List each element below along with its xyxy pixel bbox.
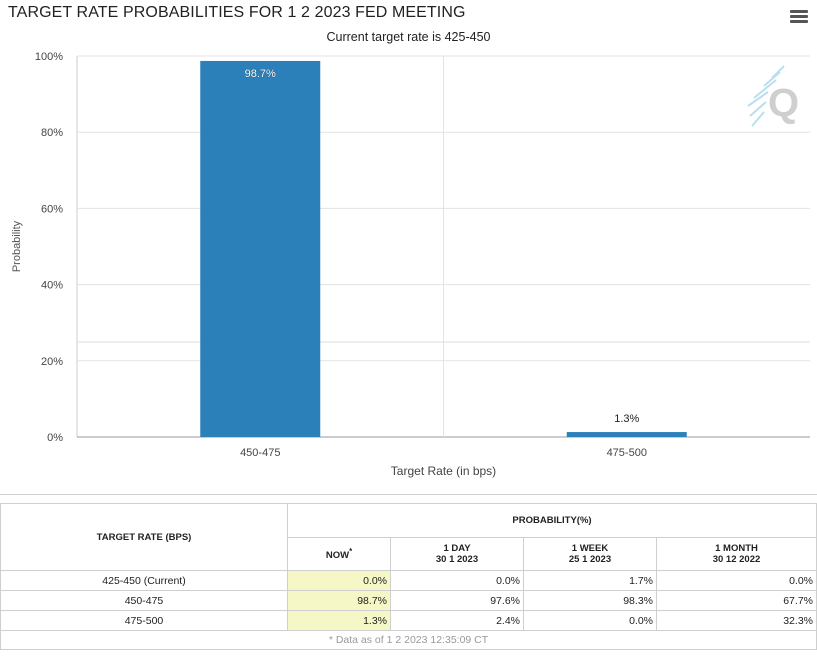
x-axis-title: Target Rate (in bps) (391, 464, 496, 478)
bar (200, 60, 321, 437)
q-logo-icon: Q (747, 65, 799, 127)
y-axis-title: Probability (11, 220, 23, 272)
probability-table-panel: TARGET RATE (BPS) PROBABILITY(%) NOW* 1 … (0, 494, 817, 656)
y-tick-label: 80% (41, 127, 63, 139)
bar-data-label: 1.3% (614, 413, 639, 425)
chart-subtitle: Current target rate is 425-450 (326, 30, 491, 44)
menu-icon[interactable] (790, 10, 808, 26)
y-tick-label: 20% (41, 356, 63, 368)
bar-data-label: 98.7% (245, 68, 276, 80)
y-tick-label: 100% (35, 51, 63, 63)
y-tick-label: 40% (41, 280, 63, 292)
chart-area: 0% 20% 40% 60% 80% 100% 98.7% 450-475 1.3% 475-50… (11, 51, 810, 478)
table-row: 425-450 (Current) 0.0% 0.0% 1.7% 0.0% (0, 570, 817, 591)
chart-title: TARGET RATE PROBABILITIES FOR 1 2 2023 F… (8, 4, 466, 21)
x-tick-label: 450-475 (240, 447, 280, 459)
y-tick-label: 60% (41, 203, 63, 215)
x-tick-label: 475-500 (607, 447, 647, 459)
table-row: 475-500 1.3% 2.4% 0.0% 32.3% (0, 610, 817, 631)
table-row: 450-475 98.7% 97.6% 98.3% 67.7% (0, 590, 817, 611)
probability-table: TARGET RATE (BPS) PROBABILITY(%) NOW* 1 … (0, 503, 817, 650)
col-now: NOW* (287, 537, 391, 571)
col-1-month: 1 MONTH 30 12 2022 (656, 537, 817, 571)
col-1-day: 1 DAY 30 1 2023 (390, 537, 524, 571)
header-probability: PROBABILITY(%) (287, 503, 817, 538)
bar (566, 432, 687, 437)
y-tick-label: 0% (47, 432, 63, 444)
header-target-rate: TARGET RATE (BPS) (0, 503, 288, 571)
table-footnote: * Data as of 1 2 2023 12:35:09 CT (0, 630, 817, 650)
svg-text:Q: Q (768, 81, 799, 125)
col-1-week: 1 WEEK 25 1 2023 (523, 537, 657, 571)
